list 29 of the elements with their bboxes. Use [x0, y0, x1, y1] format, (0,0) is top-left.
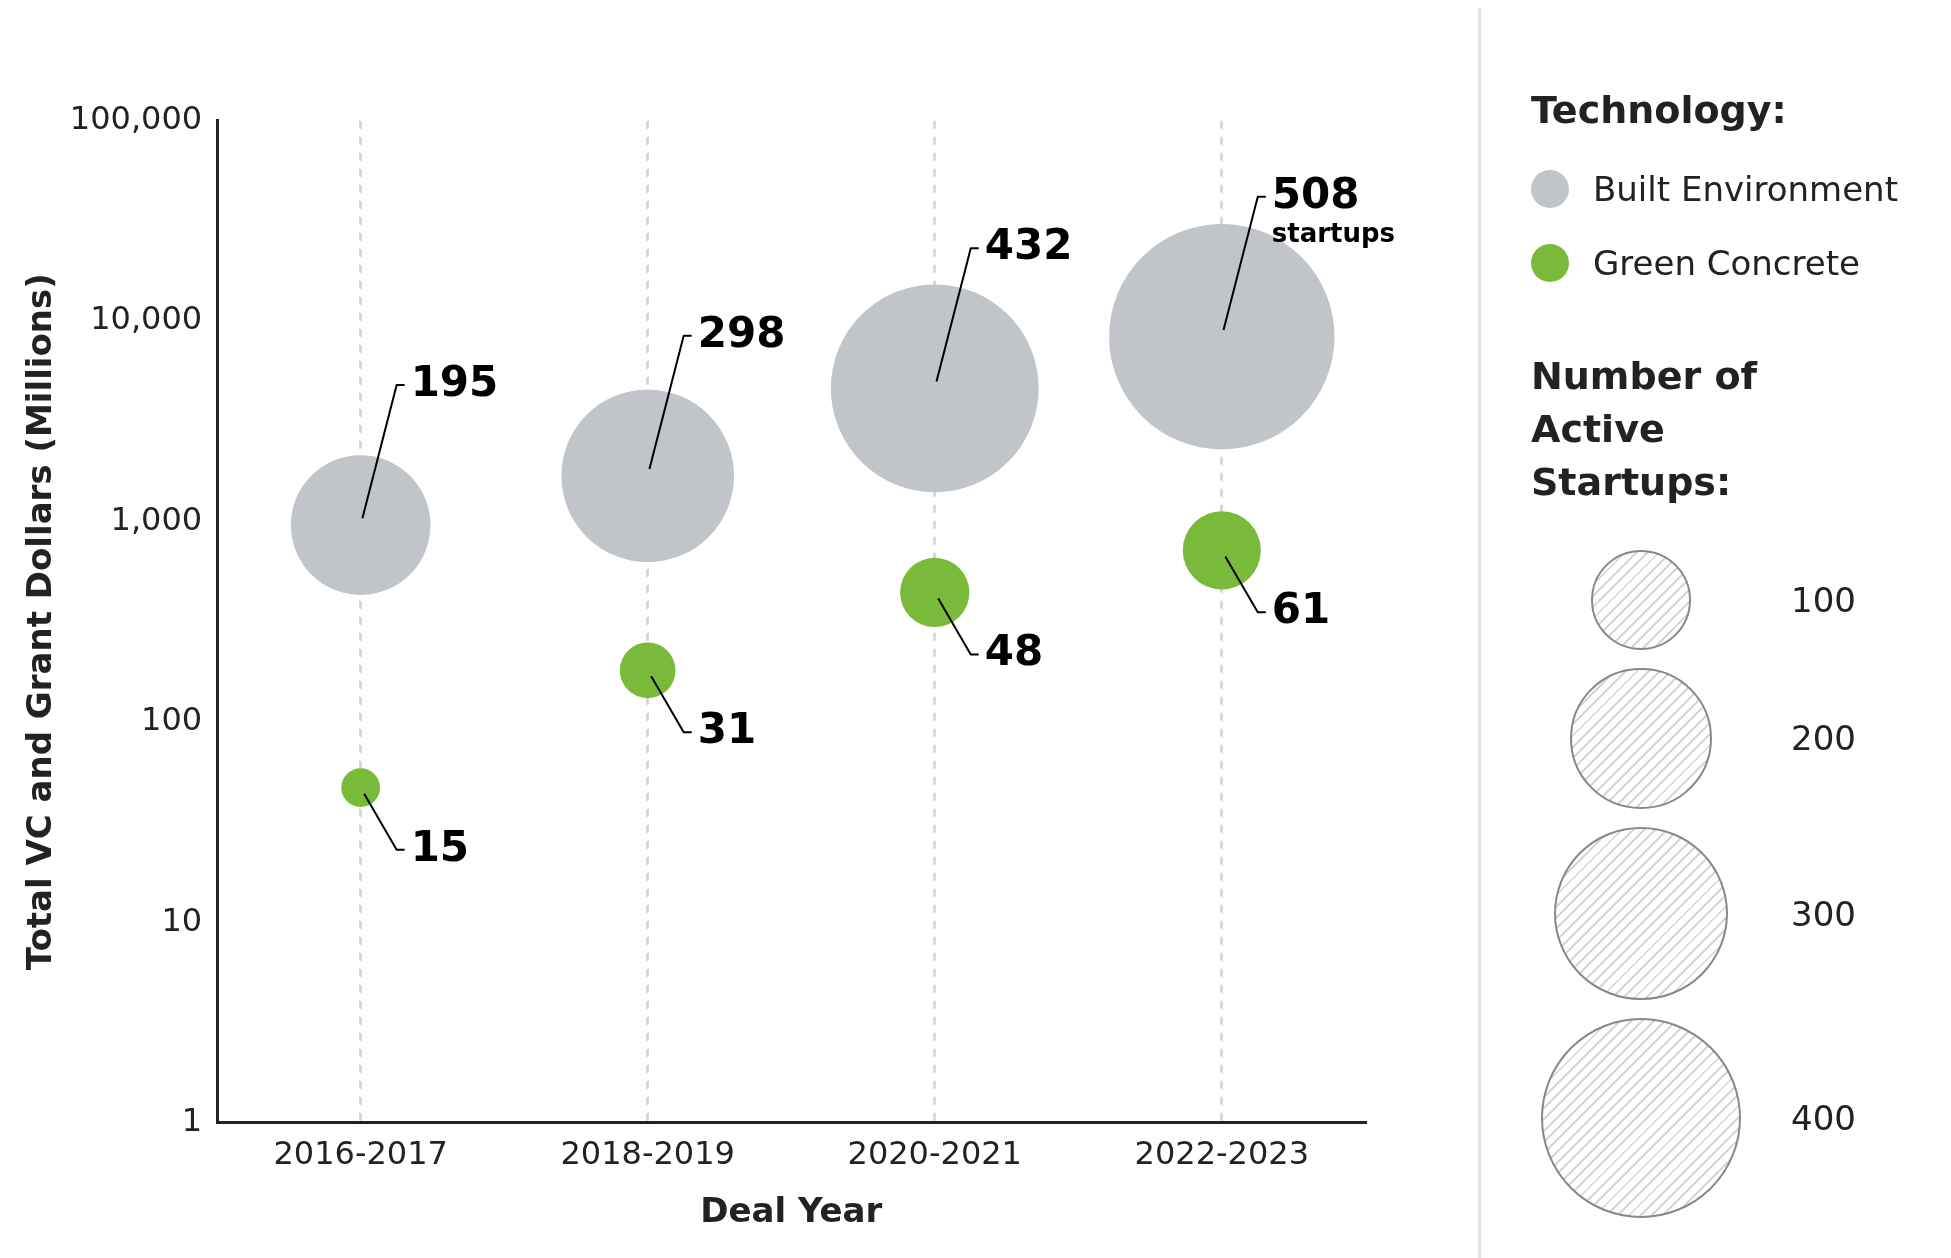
x-tick-label: 2018-2019 [560, 1134, 735, 1173]
y-axis-title: Total VC and Grant Dollars (Millions) [19, 273, 60, 971]
legend-label: Green Concrete [1593, 243, 1860, 283]
data-label: 15 [410, 821, 470, 871]
y-tick-label: 1 [181, 1101, 203, 1140]
legend-label: 100 [1791, 579, 1856, 620]
y-tick-label: 1,000 [110, 499, 203, 538]
x-tick-label: 2020-2021 [847, 1134, 1022, 1173]
data-label: 508 [1271, 168, 1360, 218]
y-tick-label: 10,000 [90, 299, 203, 338]
data-label: 432 [984, 220, 1073, 270]
legend-title: Technology: [1531, 88, 1788, 132]
legend-label: 200 [1791, 718, 1856, 759]
data-label: 195 [410, 357, 499, 406]
legend-label: Built Environment [1593, 169, 1899, 209]
data-label: 48 [984, 626, 1044, 676]
legend-label: 400 [1791, 1098, 1856, 1139]
x-axis-title: Deal Year [700, 1190, 883, 1231]
y-tick-label: 100,000 [69, 99, 203, 138]
data-label: 298 [697, 307, 786, 357]
annotation: startups [1271, 218, 1396, 249]
y-tick-label: 10 [161, 900, 203, 939]
data-label: 31 [697, 704, 757, 754]
data-label: 61 [1271, 584, 1331, 634]
x-tick-label: 2022-2023 [1134, 1134, 1309, 1173]
y-tick-label: 100 [141, 700, 203, 739]
x-tick-label: 2016-2017 [273, 1134, 448, 1173]
legend-label: 300 [1791, 893, 1856, 934]
text: Number of Active Startups: [1531, 353, 1759, 507]
